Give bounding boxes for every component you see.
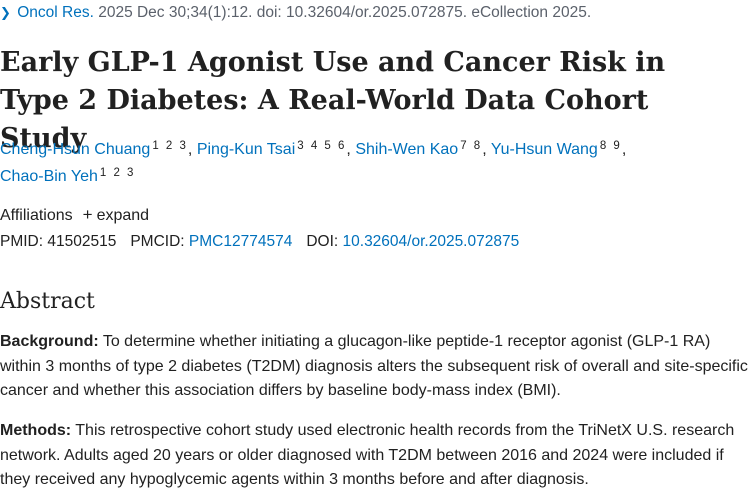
background-label: Background:: [0, 333, 99, 350]
author-link[interactable]: Chao-Bin Yeh: [0, 168, 98, 185]
author-link[interactable]: Ping-Kun Tsai: [196, 141, 296, 158]
plus-icon: +: [82, 205, 93, 224]
author-separator: ,: [621, 141, 627, 158]
abstract-methods: Methods: This retrospective cohort study…: [0, 419, 748, 493]
journal-link[interactable]: Oncol Res.: [17, 4, 94, 21]
methods-text: This retrospective cohort study used ele…: [0, 422, 735, 488]
author-separator: ,: [346, 141, 351, 158]
identifiers-line: PMID: 41502515 PMCID: PMC12774574 DOI: 10.…: [0, 233, 519, 251]
citation-line: ❯ Oncol Res. 2025 Dec 30;34(1):12. doi: …: [0, 4, 591, 22]
author-list: Cheng-Hsun Chuang 1 2 3, Ping-Kun Tsai 3 4…: [0, 136, 745, 190]
expand-button[interactable]: expand: [96, 207, 150, 224]
author-separator: ,: [482, 141, 487, 158]
citation-details: 2025 Dec 30;34(1):12. doi: 10.32604/or.2…: [98, 4, 592, 21]
pmid-value: 41502515: [47, 233, 117, 250]
pmcid-label: PMCID:: [130, 233, 185, 250]
author-affil-refs[interactable]: 3 4 5 6: [297, 140, 347, 152]
doi-label: DOI:: [306, 233, 339, 250]
author-separator: ,: [187, 141, 193, 158]
article-title: Early GLP-1 Agonist Use and Cancer Risk …: [0, 47, 666, 154]
abstract-heading: Abstract: [0, 289, 95, 314]
methods-label: Methods:: [0, 422, 72, 439]
background-text: To determine whether initiating a glucag…: [0, 333, 748, 399]
pmcid-link[interactable]: PMC12774574: [188, 233, 293, 250]
author-affil-refs[interactable]: 7 8: [460, 140, 483, 152]
pmid-label: PMID:: [0, 233, 44, 250]
author-affil-refs[interactable]: 1 2 3: [152, 140, 188, 152]
affiliations-label: Affiliations: [0, 207, 73, 224]
abstract-background: Background: To determine whether initiat…: [0, 330, 748, 404]
affiliations-toggle[interactable]: Affiliations + expand: [0, 205, 149, 225]
author-affil-refs[interactable]: 1 2 3: [99, 167, 136, 179]
doi-link[interactable]: 10.32604/or.2025.072875: [342, 233, 520, 250]
author-link[interactable]: Cheng-Hsun Chuang: [0, 141, 151, 158]
author-affil-refs[interactable]: 8 9: [599, 140, 622, 152]
author-link[interactable]: Yu-Hsun Wang: [490, 141, 598, 158]
author-link[interactable]: Shih-Wen Kao: [355, 141, 459, 158]
chevron-right-icon[interactable]: ❯: [0, 5, 11, 20]
